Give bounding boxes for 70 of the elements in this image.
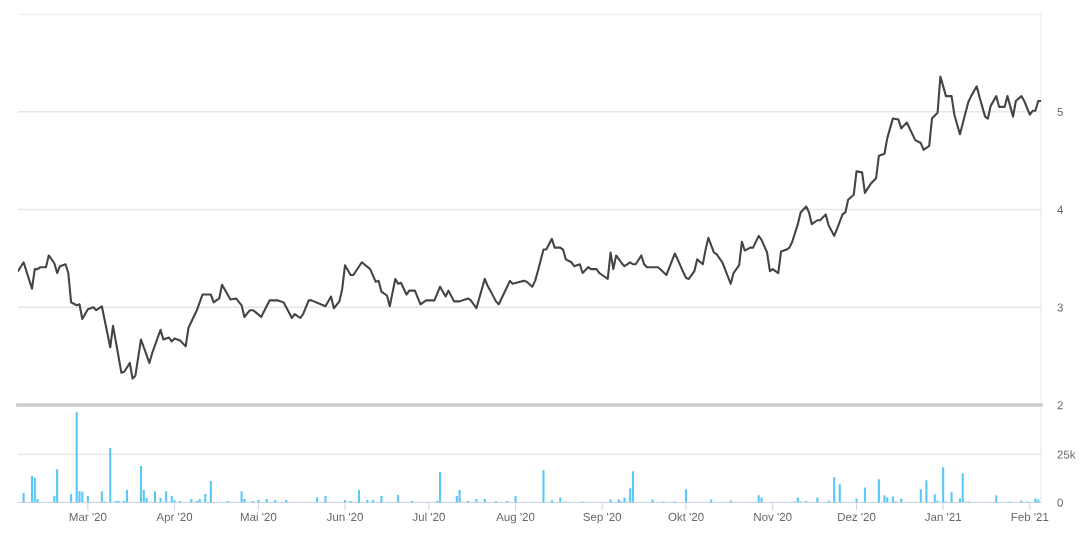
bar xyxy=(550,500,553,503)
bar xyxy=(684,489,688,503)
bar xyxy=(125,490,129,503)
bar xyxy=(863,487,866,503)
bar xyxy=(153,491,157,503)
bar xyxy=(357,490,361,503)
bar xyxy=(173,500,176,503)
x-tick-label: Apr '20 xyxy=(156,512,193,524)
bar xyxy=(109,448,112,503)
bar xyxy=(30,476,34,503)
bar xyxy=(760,497,763,503)
bar xyxy=(56,469,59,503)
bar xyxy=(397,495,400,503)
x-tick-label: Jun '20 xyxy=(326,512,363,522)
bar xyxy=(100,491,103,503)
y-tick-label: 3 xyxy=(1057,303,1063,312)
bar xyxy=(240,491,243,503)
bar xyxy=(86,496,89,503)
bar xyxy=(139,465,143,503)
bar xyxy=(33,477,36,503)
bar xyxy=(757,495,760,503)
bar xyxy=(631,471,634,503)
bar xyxy=(925,480,928,503)
bar xyxy=(514,496,517,503)
bar xyxy=(950,492,953,503)
bar xyxy=(919,489,922,503)
y-tick-label: 5 xyxy=(1057,108,1063,117)
bar xyxy=(75,412,78,503)
y-tick-label: 0 xyxy=(1057,498,1063,507)
bar xyxy=(942,467,945,503)
bar xyxy=(961,473,964,503)
bar xyxy=(623,497,626,503)
x-tick-label: Jul '20 xyxy=(412,512,445,522)
x-tick-label: Dez '20 xyxy=(838,512,876,522)
x-tick-label: Mar '20 xyxy=(69,512,107,522)
y-tick-label: 4 xyxy=(1057,205,1064,214)
x-tick-label: Sep '20 xyxy=(583,512,622,524)
bar xyxy=(165,491,168,503)
bar xyxy=(458,490,461,503)
bar xyxy=(22,492,25,503)
bar xyxy=(995,495,998,503)
line-series xyxy=(18,75,1041,380)
x-tick-label: Aug '20 xyxy=(496,512,535,524)
x-tick-label: Okt '20 xyxy=(668,512,704,522)
bar xyxy=(324,496,327,503)
y-tick-label: 2 xyxy=(1057,401,1063,410)
x-tick-label: Nov '20 xyxy=(754,512,792,522)
bar xyxy=(439,471,442,503)
bar xyxy=(796,497,799,503)
x-tick-label: Feb '21 xyxy=(1011,512,1049,522)
bar xyxy=(855,498,858,503)
bar xyxy=(380,496,383,503)
bar xyxy=(559,497,562,503)
bar xyxy=(316,497,319,503)
bar xyxy=(209,481,212,503)
bar xyxy=(886,497,889,503)
x-tick-label: Jan '21 xyxy=(924,512,962,522)
bar xyxy=(81,491,84,503)
x-tick-label: Mai '20 xyxy=(240,512,277,522)
bar xyxy=(877,479,880,503)
bar xyxy=(816,497,819,503)
bar xyxy=(651,499,654,503)
bar xyxy=(891,496,894,503)
y-tick-label: 25k xyxy=(1057,450,1076,459)
bar xyxy=(833,477,836,503)
bar xyxy=(170,496,173,503)
bar xyxy=(933,494,936,503)
bar xyxy=(838,484,841,503)
bar xyxy=(542,470,545,503)
bar xyxy=(883,495,886,503)
